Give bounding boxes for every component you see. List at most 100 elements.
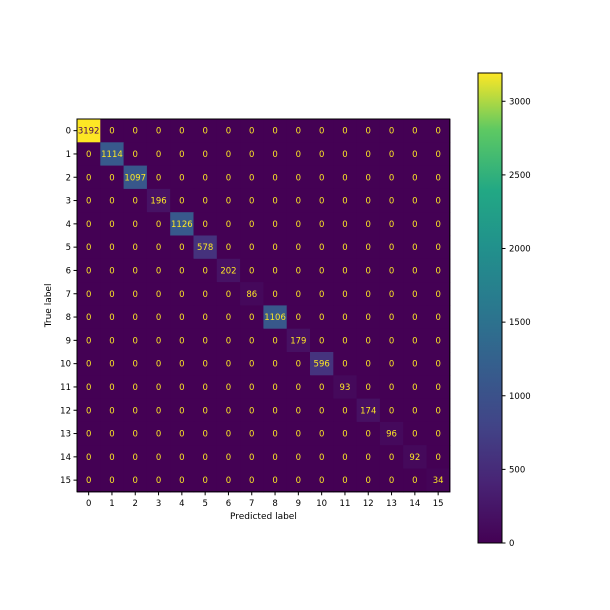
colorbar-frame	[477, 72, 503, 544]
cell-value-label: 0	[296, 476, 301, 486]
heatmap-cell	[216, 212, 241, 237]
cell-value-label: 0	[109, 290, 114, 300]
cell-value-label: 0	[226, 173, 231, 183]
cell-value-label: 0	[366, 243, 371, 253]
heatmap-cell	[170, 398, 195, 423]
cell-value-label: 0	[109, 360, 114, 370]
y-tick-label: 10	[60, 360, 71, 370]
cell-value-label: 0	[156, 313, 161, 323]
x-tick-label: 4	[179, 499, 184, 509]
cell-value-label: 0	[412, 313, 417, 323]
cell-value-label: 0	[109, 173, 114, 183]
cell-value-label: 0	[156, 360, 161, 370]
cell-value-label: 0	[435, 383, 440, 393]
heatmap-cell	[286, 445, 311, 470]
cell-value-label: 0	[342, 197, 347, 207]
cell-value-label: 0	[296, 290, 301, 300]
cell-value-label: 0	[319, 150, 324, 160]
heatmap-cell	[123, 188, 148, 213]
cell-value-label: 0	[435, 150, 440, 160]
heatmap-cell	[310, 235, 334, 260]
heatmap-cell	[146, 258, 171, 283]
cell-value-label: 0	[412, 243, 417, 253]
cell-value-label: 0	[86, 476, 91, 486]
heatmap-cell	[263, 165, 288, 190]
cell-value-label: 0	[86, 406, 91, 416]
cell-value-label: 0	[319, 406, 324, 416]
heatmap-cell	[77, 468, 101, 493]
heatmap-cell	[403, 398, 428, 423]
cell-value-label: 0	[156, 336, 161, 346]
heatmap-cell	[379, 282, 404, 306]
cell-value-label: 0	[226, 430, 231, 440]
cell-value-label: 0	[296, 383, 301, 393]
heatmap-cell	[77, 305, 101, 330]
cell-value-label: 0	[272, 383, 277, 393]
heatmap-cell	[333, 328, 358, 353]
x-tick-label: 5	[202, 499, 207, 509]
cell-value-label: 0	[86, 290, 91, 300]
cell-value-label: 0	[412, 360, 417, 370]
cell-value-label: 0	[342, 220, 347, 230]
heatmap-cell	[240, 282, 264, 306]
heatmap-cell	[310, 258, 334, 283]
heatmap-cell	[310, 398, 334, 423]
heatmap-cell	[146, 142, 171, 167]
heatmap-cell	[240, 165, 264, 190]
heatmap-cell	[286, 212, 311, 237]
cell-value-label: 0	[319, 197, 324, 207]
cell-value-label: 0	[202, 220, 207, 230]
cell-value-label: 0	[202, 476, 207, 486]
heatmap-cell	[240, 305, 264, 330]
cell-value-label: 0	[272, 406, 277, 416]
cell-value-label: 202	[220, 266, 236, 276]
cell-value-label: 0	[179, 360, 184, 370]
heatmap-cell	[240, 212, 264, 237]
cell-value-label: 0	[272, 150, 277, 160]
cell-value-label: 0	[179, 453, 184, 463]
heatmap-cell	[310, 375, 334, 400]
heatmap-cell	[193, 305, 218, 330]
cell-value-label: 0	[319, 220, 324, 230]
colorbar-tick-label: 1500	[509, 318, 531, 328]
y-tick-label: 0	[66, 127, 71, 137]
heatmap-cell	[356, 445, 381, 470]
heatmap-cell	[333, 212, 358, 237]
heatmap-cell	[379, 375, 404, 400]
cell-value-label: 0	[133, 243, 138, 253]
cell-value-label: 0	[389, 266, 394, 276]
heatmap-cell	[286, 119, 311, 143]
heatmap-cell	[100, 235, 125, 260]
cell-value-label: 0	[342, 127, 347, 137]
cell-value-label: 0	[202, 313, 207, 323]
heatmap-cell	[263, 375, 288, 400]
cell-value-label: 0	[202, 150, 207, 160]
colorbar-tick-label: 0	[509, 539, 514, 549]
cell-value-label: 0	[133, 266, 138, 276]
heatmap-cell	[123, 352, 148, 376]
cell-value-label: 0	[412, 290, 417, 300]
heatmap-cell	[77, 282, 101, 306]
heatmap-cell	[379, 445, 404, 470]
heatmap-cell	[356, 305, 381, 330]
cell-value-label: 0	[86, 243, 91, 253]
heatmap-cell	[379, 328, 404, 353]
heatmap-cell	[426, 235, 451, 260]
cell-value-label: 0	[412, 150, 417, 160]
heatmap-cell	[123, 282, 148, 306]
y-tick-label: 15	[60, 476, 71, 486]
cell-value-label: 0	[366, 383, 371, 393]
cell-value-label: 0	[226, 383, 231, 393]
cell-value-label: 0	[412, 127, 417, 137]
cell-value-label: 0	[133, 453, 138, 463]
heatmap-cell	[310, 468, 334, 493]
cell-value-label: 3192	[78, 127, 100, 137]
cell-value-label: 0	[133, 430, 138, 440]
cell-value-label: 0	[296, 127, 301, 137]
heatmap-cell	[263, 305, 288, 330]
heatmap-cell	[356, 282, 381, 306]
cell-value-label: 0	[133, 383, 138, 393]
cell-value-label: 0	[412, 173, 417, 183]
cell-value-label: 0	[296, 453, 301, 463]
heatmap-cell	[333, 398, 358, 423]
